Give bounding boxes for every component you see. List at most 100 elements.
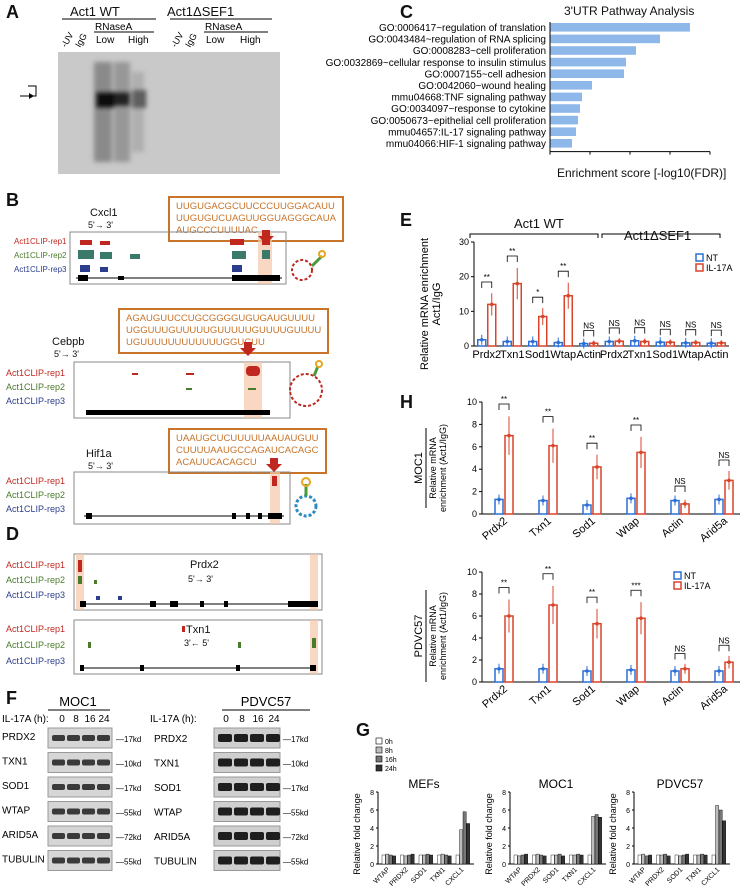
seq-box-cxcl1: UUGUGACGCUUCCCUUGGACAUU UUGUGUCUAGUUGGUA… [168, 196, 344, 242]
y-tick-label: 8 [472, 419, 477, 429]
pathway-label: GO:0008283~cell proliferation [413, 46, 546, 57]
f-band [266, 758, 280, 767]
g-cell-title: MEFs [408, 777, 439, 791]
track-rep1: Act1CLIP-rep1 [14, 237, 67, 246]
g-bar [517, 855, 521, 865]
f-protein-moc1: SOD1 [2, 781, 30, 792]
il17a-point [639, 616, 643, 620]
f-kd-pdvc57: —55kd [283, 858, 308, 867]
g-bar [532, 854, 536, 865]
nt-point [479, 337, 484, 342]
sig-label: ** [545, 408, 551, 417]
legend-il17a-swatch [695, 263, 704, 272]
il17a-point [515, 281, 520, 286]
sig-bracket [659, 328, 671, 336]
sig-bracket [481, 281, 493, 288]
sig-label: ** [501, 579, 507, 588]
category-label: Txn1 [527, 683, 553, 708]
g-bar [535, 853, 540, 865]
legend-nt-swatch [673, 571, 682, 580]
sig-label: ** [509, 247, 515, 256]
g-bar [388, 854, 393, 865]
lane-igg-1: IgG [73, 31, 89, 49]
y-tick-label: 4 [370, 826, 374, 833]
y-tick-label: 6 [626, 808, 630, 815]
y-tick-label: 8 [472, 589, 477, 599]
pathway-bar [550, 34, 660, 44]
sig-bracket [583, 330, 595, 337]
category-label: Sod1 [571, 515, 598, 541]
nt-point [556, 340, 561, 345]
nt-point [585, 503, 589, 507]
f-band [52, 784, 65, 790]
il17a-point [566, 293, 571, 298]
track-rep3: Act1CLIP-rep3 [14, 265, 67, 274]
sig-label: NS [711, 321, 722, 330]
pathway-label: GO:0032869~cellular response to insulin … [326, 58, 546, 69]
f-protein-moc1: TUBULIN [2, 855, 45, 866]
nt-point [530, 339, 535, 344]
g-bar [459, 829, 463, 865]
track-rep1: Act1CLIP-rep1 [6, 476, 65, 486]
g-bar [637, 854, 642, 865]
sig-bracket [498, 587, 510, 594]
g-bar [429, 854, 433, 865]
g-category-label: SOD1 [542, 866, 561, 885]
category-label: Actin [704, 349, 728, 361]
category-label: Prdx2 [480, 683, 510, 710]
arrow-hif1a [266, 458, 282, 472]
g-bar [513, 854, 518, 865]
category-label: Prdx2 [480, 515, 510, 543]
panel-a-label: A [6, 2, 19, 22]
pathway-xlabel: Enrichment score [-log10(FDR)] [557, 166, 727, 180]
f-time-moc1: 0 [59, 714, 65, 725]
f-band [234, 856, 248, 865]
f-band [266, 832, 280, 840]
il17a-point [683, 667, 687, 671]
il17a-point [595, 621, 599, 626]
g-bar [663, 853, 667, 865]
il17a-point [719, 341, 724, 345]
lane-rnasea-2: RNaseA [205, 22, 243, 33]
sig-bracket [542, 416, 554, 423]
track-rep2: Act1CLIP-rep2 [6, 575, 65, 585]
sig-bracket [685, 329, 697, 336]
e-bracket-wt [469, 233, 599, 238]
g-bar [550, 854, 555, 865]
pathway-label: GO:0007155~cell adhesion [425, 69, 546, 80]
y-tick-label: 4 [502, 826, 506, 833]
sig-label: ** [589, 588, 595, 597]
f-band [97, 857, 110, 864]
panel-d-label: D [6, 524, 19, 544]
enrichment-bar-chart-e: Relative mRNA enrichment Act1/IgG NTIL-17A… [419, 233, 733, 370]
g-bar [696, 854, 701, 865]
f-band [67, 857, 80, 864]
sig-label: NS [674, 645, 685, 654]
g-bar [598, 816, 602, 865]
nt-point [683, 341, 688, 345]
f-time-pdvc57: 8 [239, 714, 245, 725]
g-bar [703, 854, 708, 865]
sig-bracket [608, 327, 620, 334]
legend-il17a-label: IL-17A [684, 581, 711, 591]
g-bar [587, 854, 592, 865]
sig-label: NS [609, 319, 620, 328]
g-bar [455, 854, 460, 865]
y-tick-label: 8 [626, 790, 630, 797]
g-ylabel: Relative fold change [352, 793, 362, 875]
sig-label: ** [633, 416, 639, 425]
pathway-label: mmu04668:TNF signaling pathway [391, 93, 546, 104]
f-kd-pdvc57: —17kd [283, 784, 308, 793]
f-treat-1: IL-17A (h): [2, 714, 49, 725]
f-protein-pdvc57: PRDX2 [154, 734, 188, 745]
e-bracket-dsef1 [601, 233, 721, 238]
y-tick-label: 0 [472, 509, 477, 519]
gel-lane-labels: -UV IgG RNaseA Low High -UV IgG RNaseA L… [59, 18, 272, 49]
f-kd-moc1: —10kd [116, 760, 141, 769]
nt-point [585, 669, 589, 673]
g-bar [418, 854, 423, 865]
f-treat-2: IL-17A (h): [150, 714, 197, 725]
sig-label: ** [545, 565, 551, 574]
nt-point [673, 498, 677, 503]
